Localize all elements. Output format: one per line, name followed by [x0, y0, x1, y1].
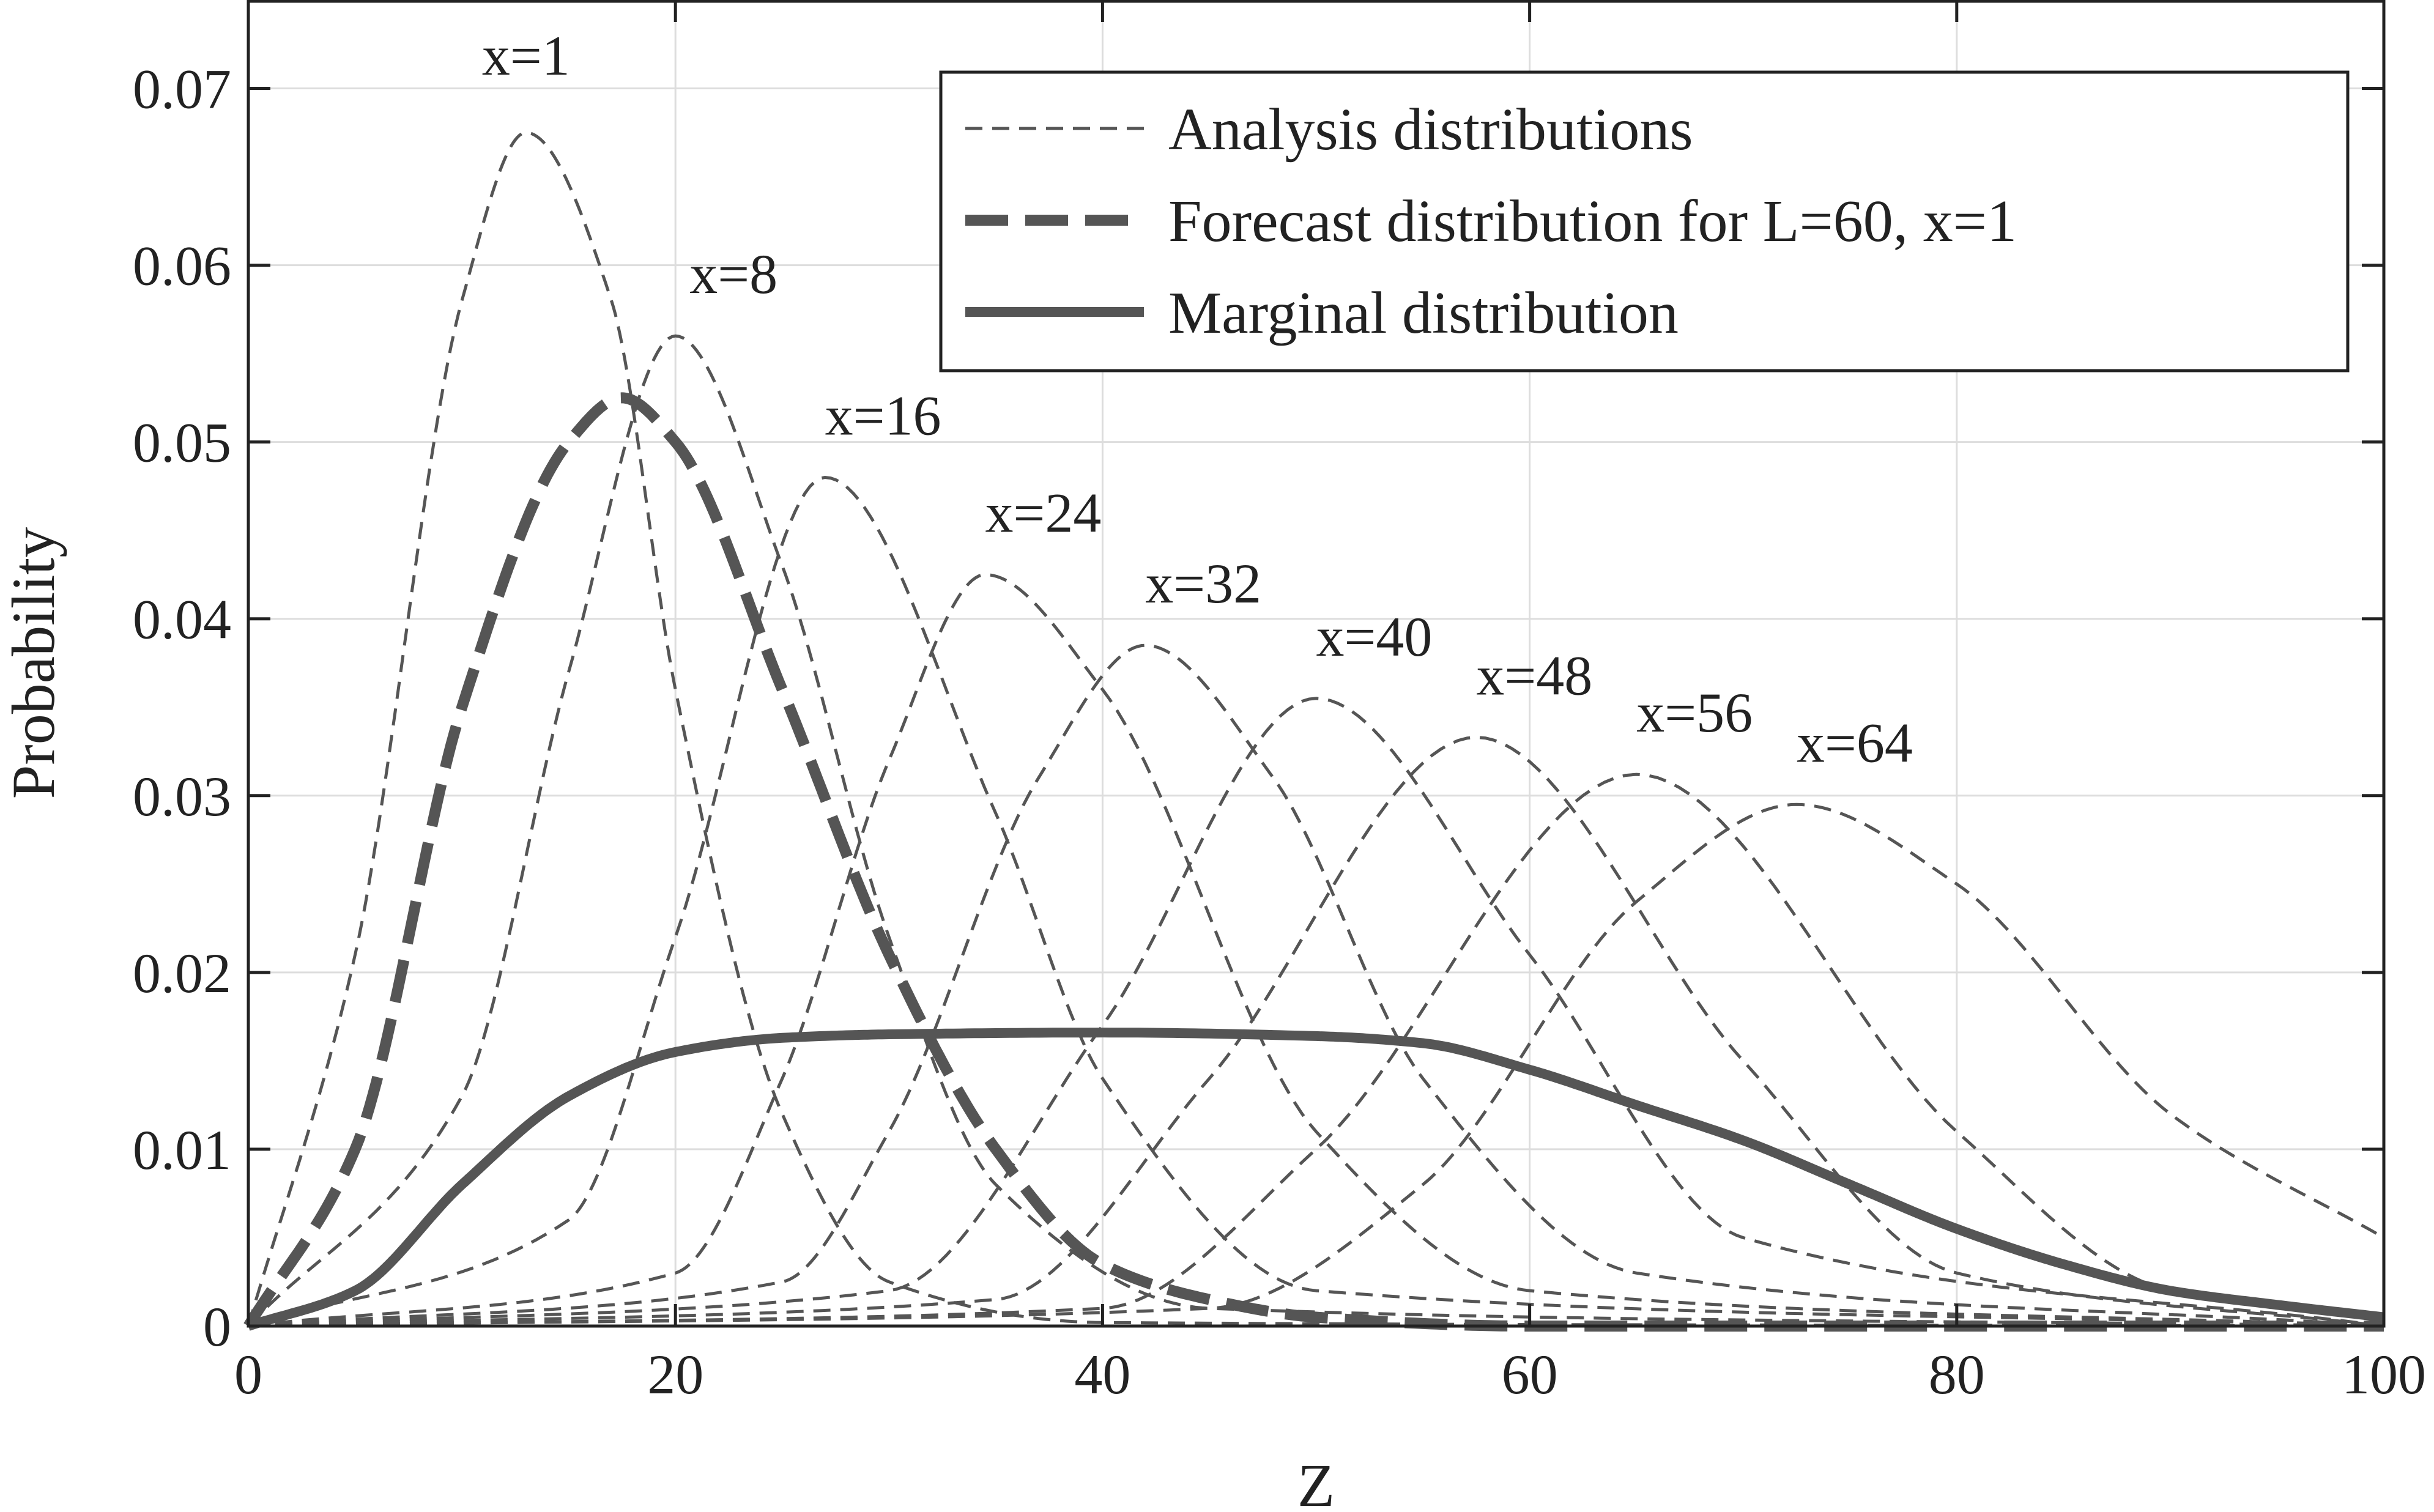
legend-label: Forecast distribution for L=60, x=1	[1168, 188, 2017, 254]
analysis-curve	[248, 643, 2384, 1328]
legend-label: Analysis distributions	[1168, 97, 1693, 163]
analysis-curve	[248, 773, 2384, 1328]
curve-label: x=40	[1316, 606, 1433, 668]
analysis-curve	[247, 131, 2384, 1328]
analysis-curve	[248, 476, 2384, 1328]
legend-label: Marginal distribution	[1168, 280, 1679, 346]
x-tick-label: 60	[1502, 1343, 1558, 1406]
y-tick-label: 0.07	[133, 58, 231, 120]
y-tick-label: 0	[203, 1295, 231, 1358]
y-tick-label: 0.02	[133, 942, 231, 1004]
y-tick-label: 0.06	[133, 235, 231, 297]
curve-label: x=64	[1797, 711, 1913, 774]
curve-label: x=24	[985, 481, 1101, 544]
curve-labels: x=1 x=8 x=16 x=24 x=32 x=40 x=48 x=56 x=64	[482, 24, 1913, 774]
analysis-curve	[248, 697, 2384, 1328]
curve-label: x=16	[825, 384, 941, 447]
analysis-curve	[248, 735, 2384, 1328]
curve-label: x=1	[482, 24, 570, 87]
y-axis-label: Probability	[0, 527, 67, 799]
y-tick-label: 0.05	[133, 412, 231, 474]
x-tick-label: 40	[1074, 1343, 1130, 1406]
x-tick-label: 20	[647, 1343, 703, 1406]
forecast-curve	[243, 392, 2384, 1332]
marginal-curve	[247, 1028, 2386, 1331]
y-tick-label: 0.04	[133, 588, 231, 651]
analysis-curve	[247, 334, 2384, 1328]
curve-label: x=56	[1636, 681, 1753, 744]
x-axis-label: Z	[1297, 1451, 1335, 1512]
y-tick-label: 0.03	[133, 765, 231, 828]
x-tick-label: 0	[234, 1343, 262, 1406]
legend: Analysis distributions Forecast distribut…	[939, 70, 2350, 372]
plot-frame	[247, 0, 2386, 1328]
curve-label: x=8	[689, 243, 777, 305]
x-tick-label: 100	[2342, 1343, 2426, 1406]
curve-label: x=48	[1476, 644, 1592, 706]
plot-series	[243, 131, 2386, 1332]
x-tick-label: 80	[1929, 1343, 1985, 1406]
legend-box	[939, 70, 2350, 372]
y-tick-label: 0.01	[133, 1119, 231, 1181]
analysis-curve	[248, 573, 2384, 1328]
curve-label: x=32	[1145, 552, 1261, 615]
